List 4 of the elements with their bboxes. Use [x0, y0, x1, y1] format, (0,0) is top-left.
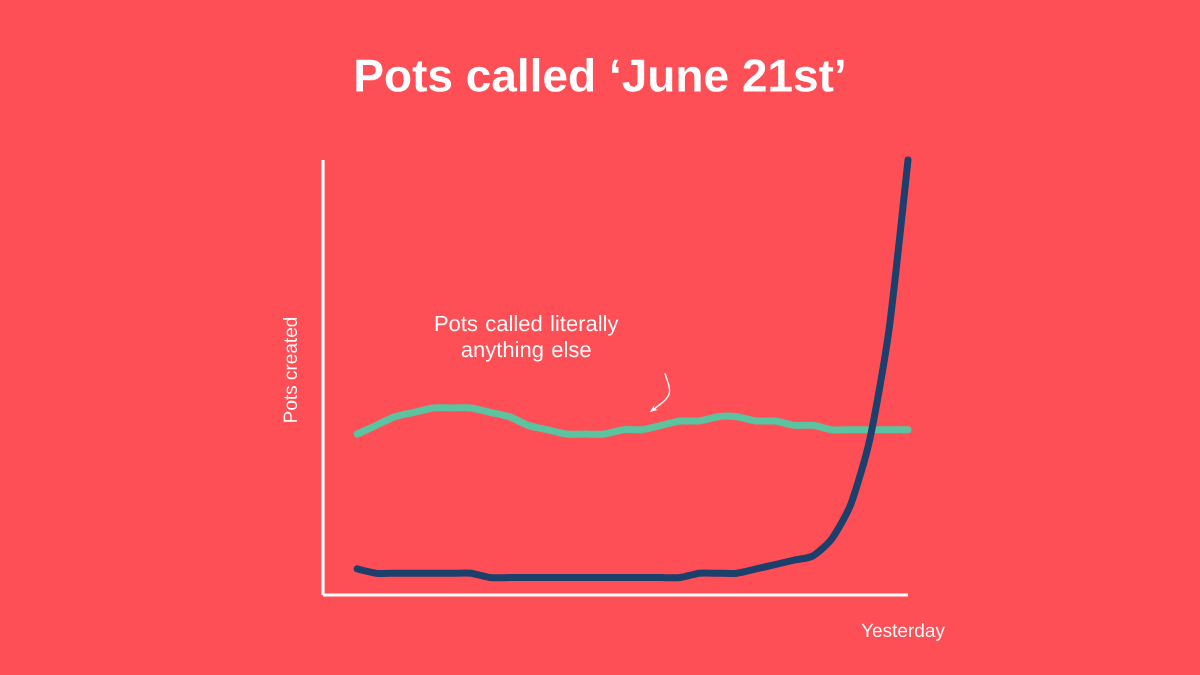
text: Pots called literally anything else [435, 315, 619, 362]
y-axis-title: Pots created [283, 317, 297, 422]
chart-title: Pots called ‘June 21st’ [356, 58, 844, 92]
x-axis-title: Yesterday [861, 623, 945, 641]
